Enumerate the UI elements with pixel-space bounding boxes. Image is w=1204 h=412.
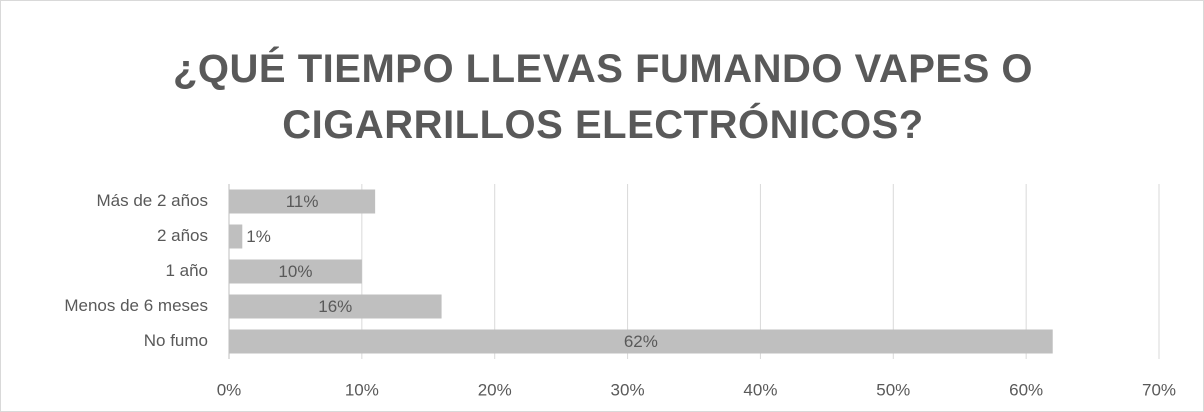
bar bbox=[229, 294, 442, 319]
y-tick-label: Más de 2 años bbox=[96, 191, 208, 210]
x-tick-label: 0% bbox=[217, 380, 242, 399]
y-tick-label: Menos de 6 meses bbox=[64, 296, 208, 315]
x-tick-label: 70% bbox=[1142, 380, 1176, 399]
x-tick-label: 50% bbox=[876, 380, 910, 399]
value-label: 10% bbox=[278, 262, 312, 281]
bar bbox=[229, 329, 1053, 354]
x-tick-label: 40% bbox=[743, 380, 777, 399]
bar bbox=[229, 189, 376, 214]
chart-title: ¿QUÉ TIEMPO LLEVAS FUMANDO VAPES O CIGAR… bbox=[172, 47, 1033, 147]
y-tick-label: 1 año bbox=[165, 261, 208, 280]
value-label: 16% bbox=[318, 297, 352, 316]
value-label: 11% bbox=[286, 192, 319, 211]
y-tick-label: 2 años bbox=[157, 226, 208, 245]
x-tick-label: 60% bbox=[1009, 380, 1043, 399]
bar bbox=[229, 224, 243, 249]
y-tick-label: No fumo bbox=[144, 331, 208, 350]
value-label: 62% bbox=[624, 332, 658, 351]
x-tick-label: 30% bbox=[611, 380, 645, 399]
value-label: 1% bbox=[246, 227, 271, 246]
x-tick-label: 20% bbox=[478, 380, 512, 399]
bar bbox=[229, 259, 362, 284]
x-tick-label: 10% bbox=[345, 380, 379, 399]
